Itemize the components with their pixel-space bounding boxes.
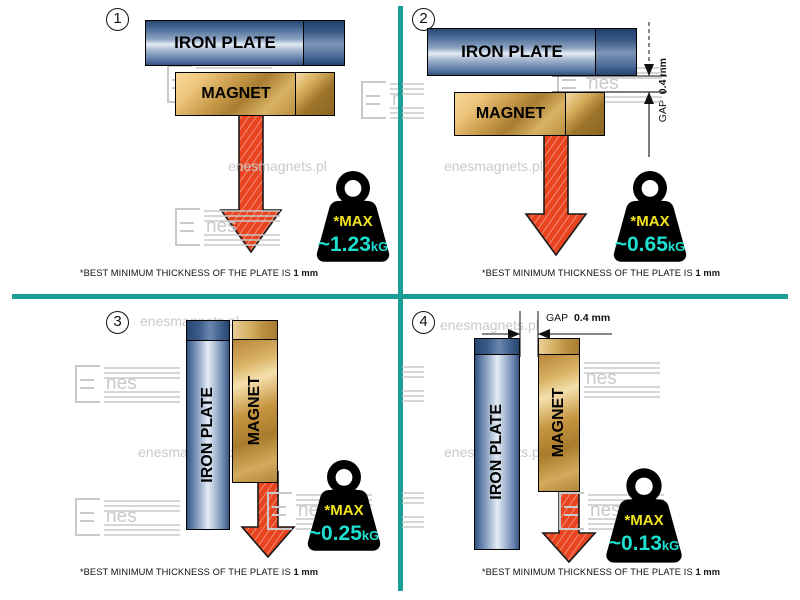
enes-logo-watermark: nes: [356, 78, 398, 127]
panel-number: 4: [412, 311, 435, 334]
svg-text:nes: nes: [106, 506, 137, 527]
max-weight-badge: *MAX ~1.23kG: [305, 165, 398, 265]
magnet-label: MAGNET: [201, 85, 271, 102]
force-arrow-icon: [215, 111, 287, 262]
magnet-label: MAGNET: [246, 376, 263, 446]
iron-plate-label: IRON PLATE: [488, 404, 505, 500]
magnet-side-face: [295, 72, 335, 116]
iron-plate-label: IRON PLATE: [174, 33, 276, 52]
magnet-top-face: [232, 320, 278, 340]
panel-number: 3: [106, 311, 129, 334]
magnet-label: MAGNET: [550, 388, 567, 458]
iron-plate-label: IRON PLATE: [199, 387, 216, 483]
max-weight-badge: *MAX ~0.65kG: [602, 165, 698, 265]
iron-plate-block: IRON PLATE: [474, 354, 520, 550]
panel-1: 1 nes: [0, 0, 398, 294]
force-arrow-icon: [237, 470, 299, 566]
panel-3: 3 enesmagnets.pl enesmagnets.pl nes: [0, 299, 398, 593]
max-weight-badge: *MAX ~0.13kG: [594, 462, 694, 566]
gap-label: GAP 0.4 mm: [546, 312, 611, 324]
enes-logo-watermark: nes: [402, 361, 429, 410]
panel-caption: *BEST MINIMUM THICKNESS OF THE PLATE IS …: [79, 567, 319, 577]
svg-text:nes: nes: [106, 373, 137, 394]
iron-plate-top-face: [186, 320, 230, 341]
panel-caption: *BEST MINIMUM THICKNESS OF THE PLATE IS …: [481, 567, 721, 577]
iron-plate-label: IRON PLATE: [461, 42, 563, 61]
panel-number: 1: [106, 8, 129, 31]
magnet-label: MAGNET: [475, 105, 546, 122]
iron-plate-block: IRON PLATE: [186, 340, 230, 530]
panel-caption: *BEST MINIMUM THICKNESS OF THE PLATE IS …: [481, 268, 721, 278]
panel-2: 2 nes ne: [402, 0, 800, 294]
iron-plate-block: IRON PLATE: [145, 20, 305, 66]
enes-logo-watermark: nes: [402, 487, 429, 536]
iron-plate-side-face: [303, 20, 345, 66]
vertical-divider: [398, 6, 403, 591]
enes-logo-watermark: nes: [402, 78, 429, 127]
panel-caption: *BEST MINIMUM THICKNESS OF THE PLATE IS …: [79, 268, 319, 278]
panel-4: 4 enesmagnets.pl enesmagnets.pl nes: [402, 299, 800, 593]
max-weight-badge: *MAX ~0.25kG: [296, 454, 392, 554]
enes-logo-watermark: nes: [70, 495, 185, 544]
enes-logo-watermark: nes: [70, 362, 185, 411]
magnet-block: MAGNET: [232, 339, 278, 483]
svg-text:nes: nes: [392, 89, 398, 110]
magnet-block: MAGNET: [454, 92, 567, 136]
magnet-block: MAGNET: [175, 72, 297, 116]
force-arrow-icon: [538, 486, 600, 570]
panel-number: 2: [412, 8, 435, 31]
